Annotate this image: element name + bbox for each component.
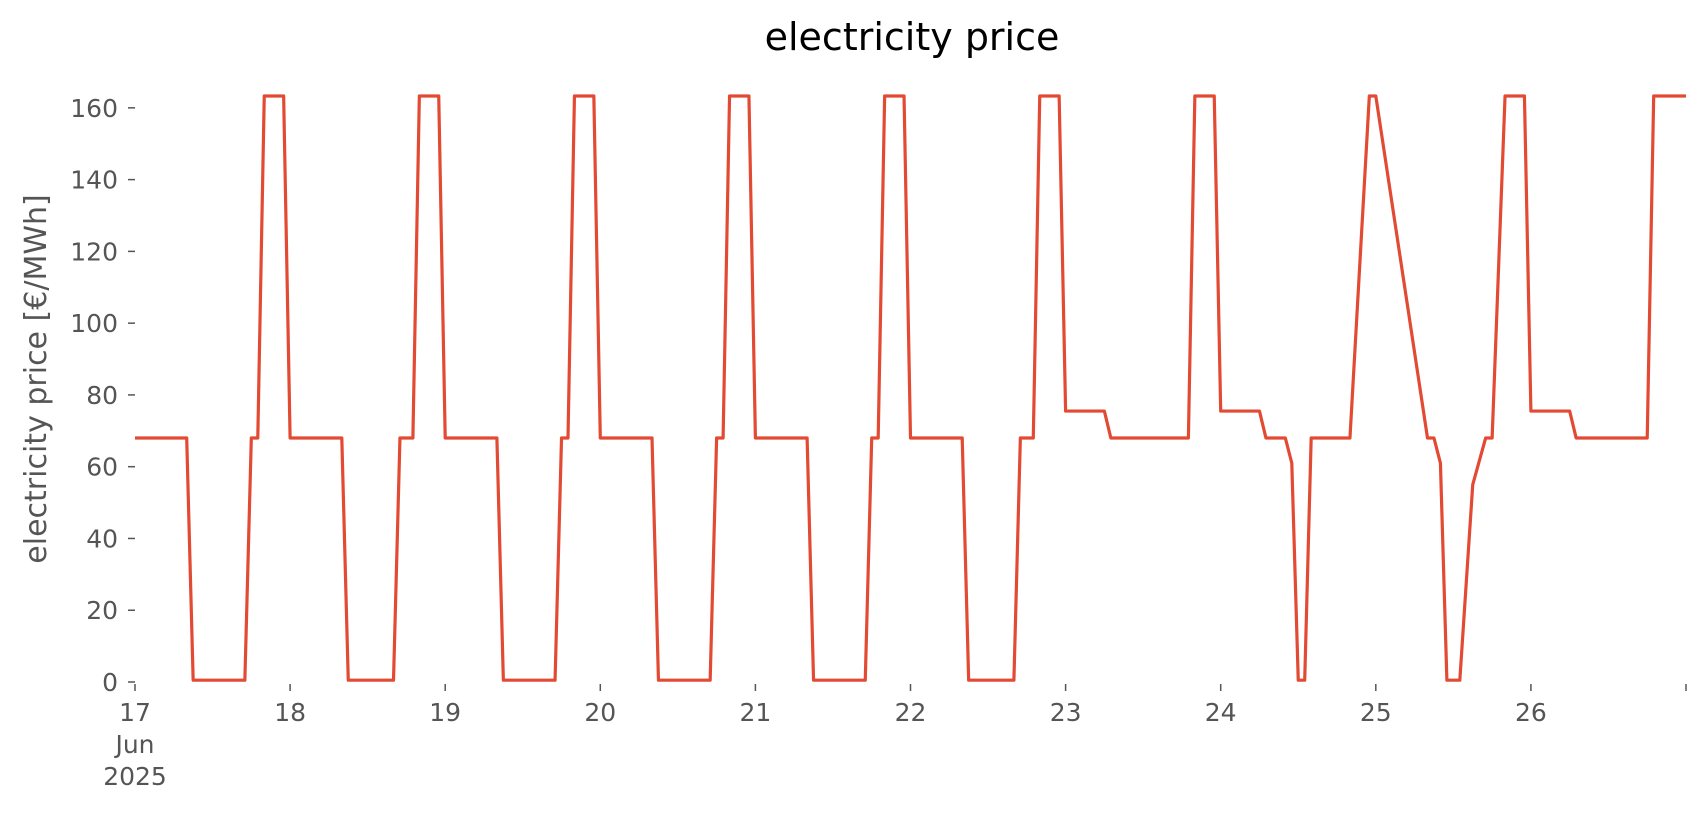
- chart-title: electricity price: [765, 15, 1060, 59]
- x-tick-label: 22: [895, 698, 927, 727]
- y-tick-label: 40: [86, 524, 118, 553]
- y-tick-label: 0: [102, 668, 118, 697]
- x-axis: 17 Jun 2025 18 19 20 21 22 23 24 25 26: [103, 684, 1687, 791]
- x-tick-label: 25: [1360, 698, 1392, 727]
- x-tick-label: Jun: [113, 730, 154, 759]
- x-tick-label: 24: [1205, 698, 1237, 727]
- x-tick-label: 23: [1050, 698, 1082, 727]
- y-tick-label: 100: [70, 309, 118, 338]
- y-axis-label: electricity price [€/MWh]: [19, 194, 54, 563]
- price-series-line: [135, 94, 1686, 682]
- x-tick-label: 20: [584, 698, 616, 727]
- plot-area: [135, 94, 1686, 682]
- y-tick-label: 160: [70, 94, 118, 123]
- x-tick-label: 21: [739, 698, 771, 727]
- x-tick-label: 2025: [103, 762, 167, 791]
- y-tick-label: 60: [86, 453, 118, 482]
- x-tick-label: 19: [429, 698, 461, 727]
- y-tick-label: 80: [86, 381, 118, 410]
- y-tick-label: 120: [70, 237, 118, 266]
- x-tick-label: 17: [119, 698, 151, 727]
- y-tick-label: 140: [70, 166, 118, 195]
- x-tick-label: 18: [274, 698, 306, 727]
- x-tick-label: 26: [1515, 698, 1547, 727]
- y-axis: 0 20 40 60 80 100 120 140 160: [70, 94, 135, 697]
- y-tick-label: 20: [86, 596, 118, 625]
